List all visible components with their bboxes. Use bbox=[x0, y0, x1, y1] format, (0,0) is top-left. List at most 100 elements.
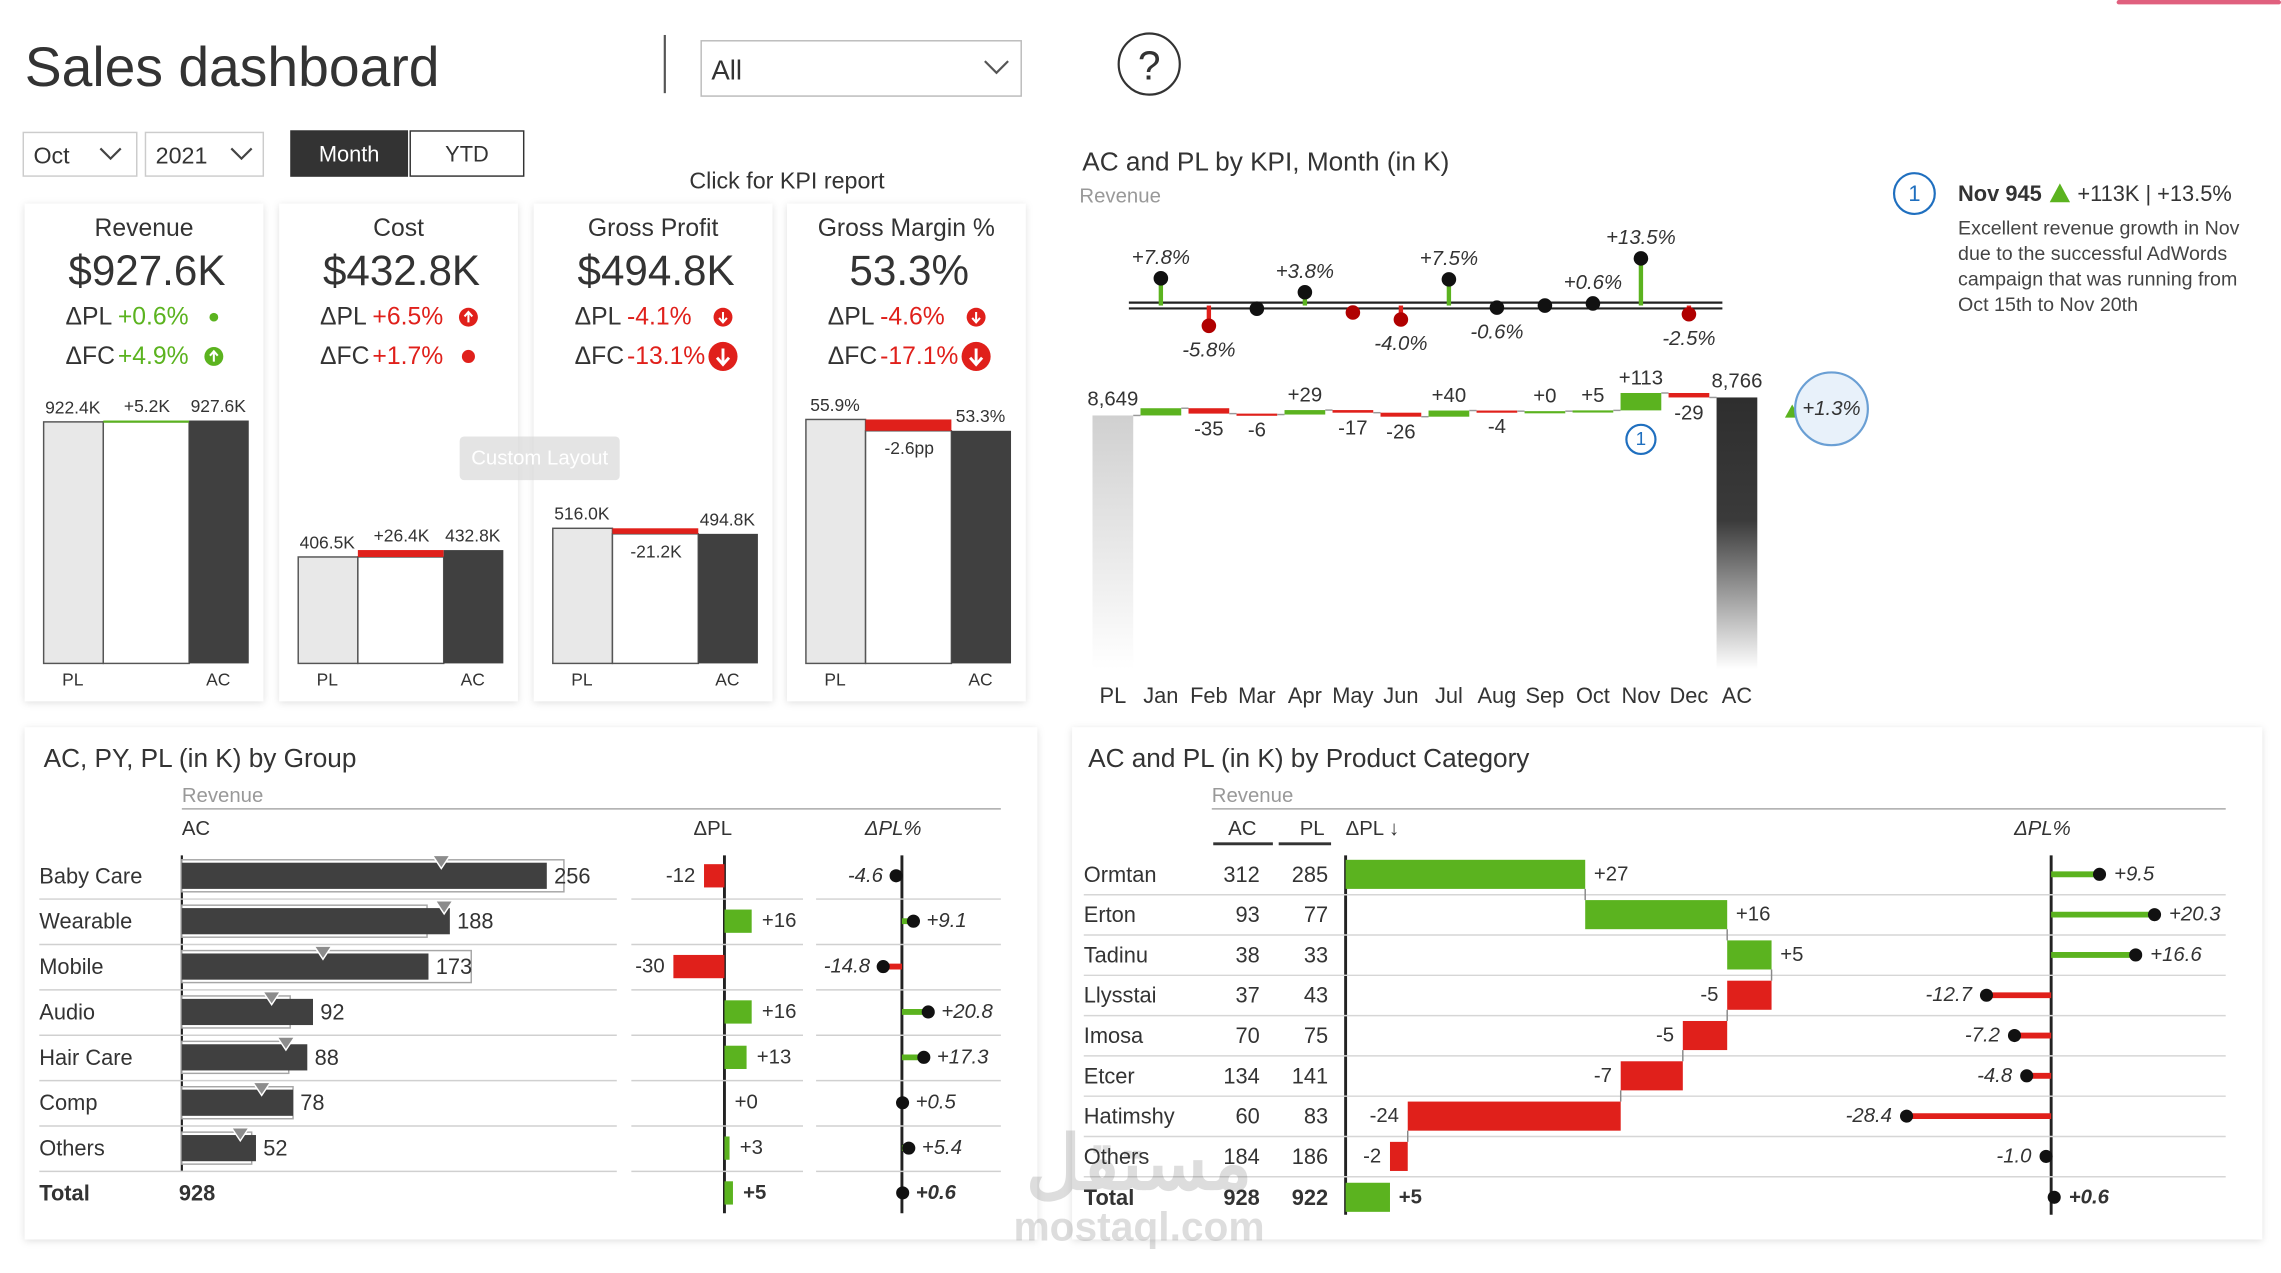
delta-bar bbox=[1380, 412, 1422, 417]
delta-label: ΔPL bbox=[575, 304, 622, 331]
ytd-button[interactable] bbox=[409, 130, 525, 177]
row-label: Erton bbox=[1084, 902, 1136, 927]
bar-base bbox=[864, 430, 953, 665]
pct-label: +0.6 bbox=[916, 1182, 957, 1204]
variance-label: +3.8% bbox=[1276, 261, 1334, 283]
pl-value: 83 bbox=[1304, 1104, 1328, 1129]
annotation-marker bbox=[1625, 423, 1657, 456]
py-marker bbox=[230, 1127, 251, 1143]
x-tick-label: Feb bbox=[1190, 683, 1228, 708]
delta-bar bbox=[1140, 408, 1182, 416]
chart-subtitle: Revenue bbox=[1079, 185, 1161, 207]
ac-bar bbox=[181, 862, 547, 889]
delta-label: ΔFC bbox=[65, 343, 114, 370]
delta-bar bbox=[1727, 940, 1772, 970]
filter-dropdown[interactable] bbox=[700, 40, 1022, 97]
total-value: 928 bbox=[1223, 1185, 1259, 1210]
pct-label: -7.2 bbox=[1965, 1025, 2001, 1047]
delta-label: -7 bbox=[1594, 1065, 1612, 1087]
month-button-label[interactable]: Month bbox=[319, 142, 380, 167]
row-label: Hatimshy bbox=[1084, 1104, 1175, 1129]
delta-bar bbox=[1727, 980, 1772, 1010]
x-tick-label: PL bbox=[571, 669, 593, 689]
chevron[interactable] bbox=[984, 60, 1009, 75]
column-header: AC bbox=[1228, 818, 1256, 840]
chevron[interactable] bbox=[99, 147, 122, 161]
ac-bar bbox=[181, 953, 429, 980]
row-label: Etcer bbox=[1084, 1063, 1135, 1088]
chart-subtitle: Revenue bbox=[1212, 785, 1294, 807]
delta-bar bbox=[1407, 1101, 1621, 1131]
pl-value: 43 bbox=[1304, 983, 1328, 1008]
kpi-title: Gross Profit bbox=[588, 215, 719, 242]
watermark: مستقل bbox=[1026, 1122, 1252, 1206]
bar bbox=[552, 527, 614, 665]
pct-label: +9.5 bbox=[2114, 863, 2155, 885]
value-label: 8,766 bbox=[1711, 370, 1762, 392]
year-dropdown[interactable] bbox=[144, 131, 265, 177]
delta-label: +5 bbox=[743, 1182, 766, 1204]
value-label: +40 bbox=[1432, 385, 1467, 407]
year-value[interactable]: 2021 bbox=[156, 143, 208, 169]
bar bbox=[297, 556, 359, 665]
month-value[interactable]: Oct bbox=[33, 143, 70, 169]
ac-bar bbox=[181, 998, 313, 1026]
chart-title: AC and PL (in K) by Product Category bbox=[1088, 743, 1530, 773]
delta-bar bbox=[1620, 1061, 1683, 1091]
ac-value: 70 bbox=[1236, 1023, 1260, 1048]
total-value: 928 bbox=[179, 1180, 215, 1205]
value-label: 432.8K bbox=[445, 526, 501, 546]
value-label: +5 bbox=[1581, 385, 1604, 407]
delta-label: -2 bbox=[1363, 1145, 1381, 1167]
py-marker bbox=[434, 900, 455, 916]
row-label: Baby Care bbox=[39, 863, 142, 888]
kpi-link[interactable]: Click for KPI report bbox=[689, 167, 885, 193]
kpi-value: 53.3% bbox=[849, 247, 969, 294]
pct-label: +5.4 bbox=[922, 1137, 962, 1159]
delta-label: ΔPL bbox=[320, 304, 367, 331]
delta-value: -4.1% bbox=[627, 304, 692, 331]
delta-label: ΔPL bbox=[828, 304, 875, 331]
delta-bar bbox=[1345, 859, 1586, 889]
x-tick-label: Jan bbox=[1143, 683, 1178, 708]
delta-value: +0.6% bbox=[118, 304, 189, 331]
delta-label: +27 bbox=[1594, 863, 1629, 885]
ac-label: 88 bbox=[315, 1045, 339, 1070]
delta-label: -30 bbox=[635, 956, 664, 978]
value-label: +0 bbox=[1533, 386, 1556, 408]
row-label: Comp bbox=[39, 1090, 97, 1115]
variance-dot bbox=[1297, 285, 1313, 300]
delta-value: -13.1% bbox=[627, 343, 705, 370]
x-tick-label: AC bbox=[461, 669, 485, 689]
status-arrow bbox=[971, 311, 981, 324]
delta-bar bbox=[724, 1181, 733, 1205]
variance-label: -5.8% bbox=[1182, 340, 1235, 362]
bar bbox=[189, 420, 249, 664]
pl-value: 33 bbox=[1304, 942, 1328, 967]
pct-dot bbox=[2007, 1028, 2022, 1043]
delta-value: -4.6% bbox=[880, 304, 945, 331]
delta-bar bbox=[724, 1045, 747, 1069]
delta-bar bbox=[612, 528, 699, 534]
delta-bar bbox=[1524, 411, 1566, 414]
variance-dot bbox=[1393, 312, 1409, 327]
delta-bar bbox=[1345, 1182, 1390, 1212]
month-button[interactable] bbox=[290, 130, 409, 177]
help-button[interactable] bbox=[1117, 32, 1181, 96]
delta-label: +0 bbox=[735, 1092, 758, 1114]
status-arrow bbox=[463, 310, 474, 323]
pct-label: +0.6 bbox=[2069, 1186, 2110, 1208]
delta-label: -5 bbox=[1656, 1025, 1674, 1047]
variance-dot bbox=[1537, 298, 1553, 313]
pct-dot bbox=[2039, 1149, 2053, 1163]
note-text: campaign that was running from bbox=[1958, 268, 2237, 290]
help-icon[interactable]: ? bbox=[1138, 43, 1161, 89]
ytd-button-label[interactable]: YTD bbox=[445, 142, 489, 167]
chevron[interactable] bbox=[230, 147, 253, 161]
filter-value[interactable]: All bbox=[711, 54, 742, 85]
variance-dot bbox=[1201, 318, 1217, 334]
month-dropdown[interactable] bbox=[22, 131, 138, 177]
delta-label: +16 bbox=[762, 1001, 797, 1023]
pct-dot bbox=[2092, 867, 2107, 881]
